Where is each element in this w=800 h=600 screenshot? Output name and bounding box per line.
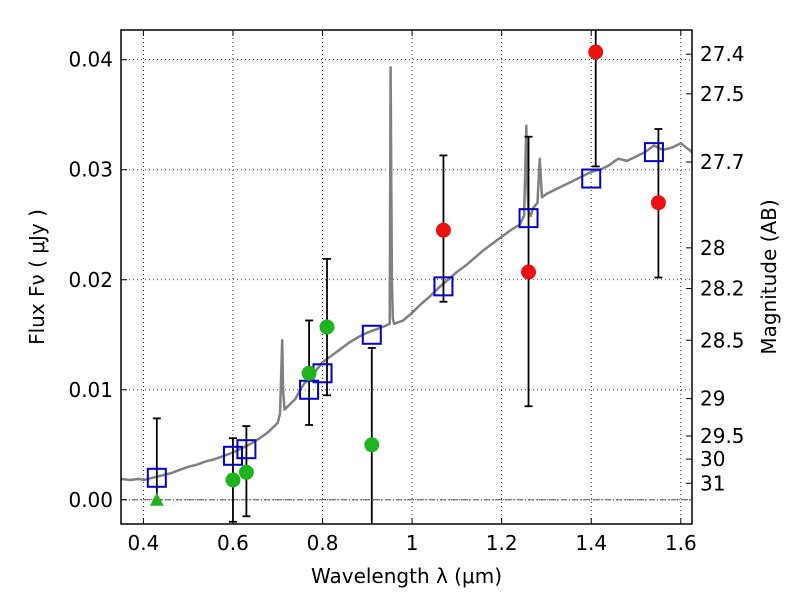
right-tick-label: 31 xyxy=(700,471,725,495)
model-square-marker xyxy=(433,276,454,297)
model-square-marker xyxy=(518,208,539,229)
x-tick-label: 1 xyxy=(406,531,419,555)
green-circle-marker xyxy=(225,472,241,488)
red-circle-marker xyxy=(588,44,604,60)
right-tick-label: 29.5 xyxy=(700,424,745,448)
x-tick-label: 1.4 xyxy=(575,531,607,555)
y-tick-label: 0.02 xyxy=(68,268,113,292)
model-square-marker xyxy=(222,445,243,466)
right-tick-label: 28 xyxy=(700,236,725,260)
grid xyxy=(121,30,692,524)
red-circle-marker xyxy=(435,222,451,238)
x-tick-label: 1.2 xyxy=(486,531,518,555)
red-circle-marker xyxy=(521,264,537,280)
y-tick-label: 0.00 xyxy=(68,488,113,512)
red-circle-marker xyxy=(650,195,666,211)
x-tick-label: 0.4 xyxy=(127,531,159,555)
green-circle-marker xyxy=(364,437,380,453)
green-circle-marker xyxy=(238,464,254,480)
right-tick-label: 27.4 xyxy=(700,42,745,66)
right-tick-label: 29 xyxy=(700,387,725,411)
plot-frame xyxy=(120,29,693,525)
model-spectrum-layer xyxy=(120,66,693,482)
right-tick-label: 28.5 xyxy=(700,328,745,352)
x-axis-title: Wavelength λ (μm) xyxy=(311,564,502,588)
errorbar-layer xyxy=(152,30,663,524)
y-axis-title: Flux Fν ( μJy ) xyxy=(25,209,49,345)
right-tick-label: 27.5 xyxy=(700,82,745,106)
y-tick-label: 0.04 xyxy=(68,48,113,72)
green-circle-marker xyxy=(301,365,317,381)
y-tick-label: 0.03 xyxy=(68,158,113,182)
right-tick-label: 28.2 xyxy=(700,277,745,301)
x-tick-label: 0.6 xyxy=(217,531,249,555)
axis-layer: 0.4 0.6 0.8 1 1.2 1.4 1.6 0.00 0.01 0.02 0.03 0.04 2… xyxy=(68,30,745,555)
marker-layer xyxy=(146,44,666,506)
right-tick-label: 27.7 xyxy=(700,150,745,174)
right-axis-title: Magnitude (AB) xyxy=(757,199,781,354)
y-tick-label: 0.01 xyxy=(68,378,113,402)
x-tick-label: 0.8 xyxy=(307,531,339,555)
model-square-marker xyxy=(361,324,382,345)
green-triangle-marker xyxy=(149,492,164,506)
green-circle-marker xyxy=(319,319,335,335)
model-square-marker xyxy=(236,439,257,460)
x-tick-label: 1.6 xyxy=(665,531,697,555)
right-tick-label: 30 xyxy=(700,447,725,471)
model-square-marker xyxy=(581,168,602,189)
model-square-marker xyxy=(146,467,167,488)
model-square-marker xyxy=(643,142,664,163)
model-square-marker xyxy=(299,379,320,400)
model-spectrum-line xyxy=(120,66,693,482)
